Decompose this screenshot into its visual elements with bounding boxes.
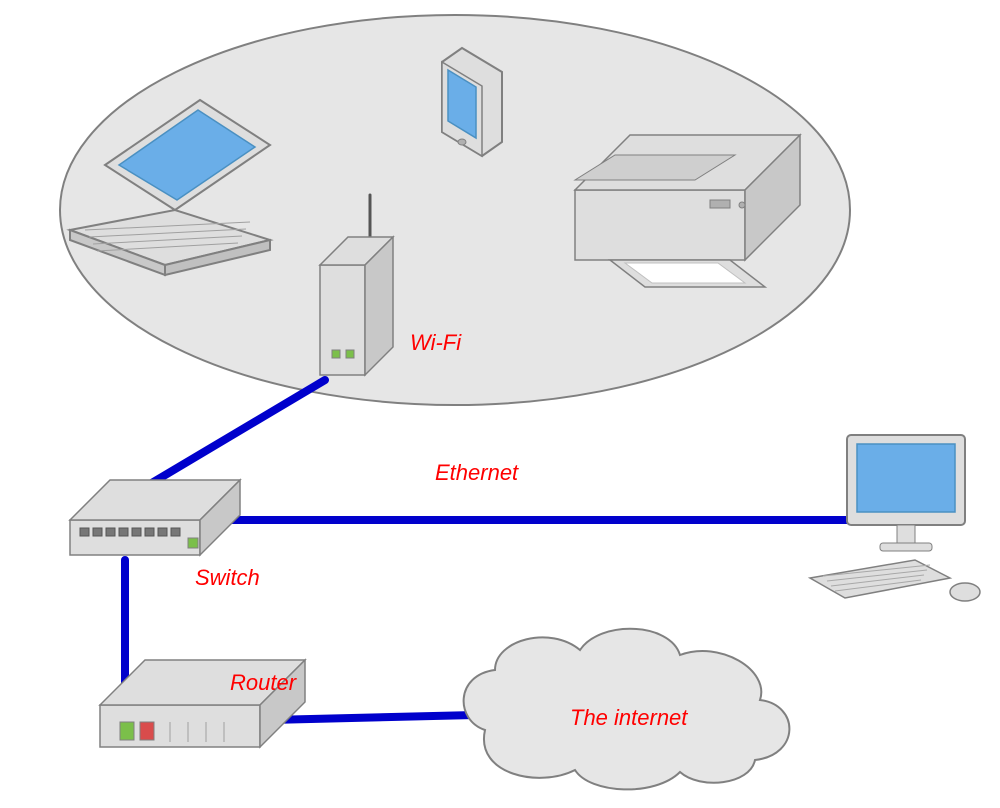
label-ethernet: Ethernet: [435, 460, 519, 485]
label-switch: Switch: [195, 565, 260, 590]
link-access_point-switch: [140, 380, 325, 490]
label-internet: The internet: [570, 705, 688, 730]
switch-icon: [70, 480, 240, 555]
label-router: Router: [230, 670, 298, 695]
label-wifi: Wi-Fi: [410, 330, 462, 355]
network-diagram: Wi-Fi Ethernet Switch Router The internet: [0, 0, 1000, 803]
link-router-internet: [270, 715, 475, 720]
